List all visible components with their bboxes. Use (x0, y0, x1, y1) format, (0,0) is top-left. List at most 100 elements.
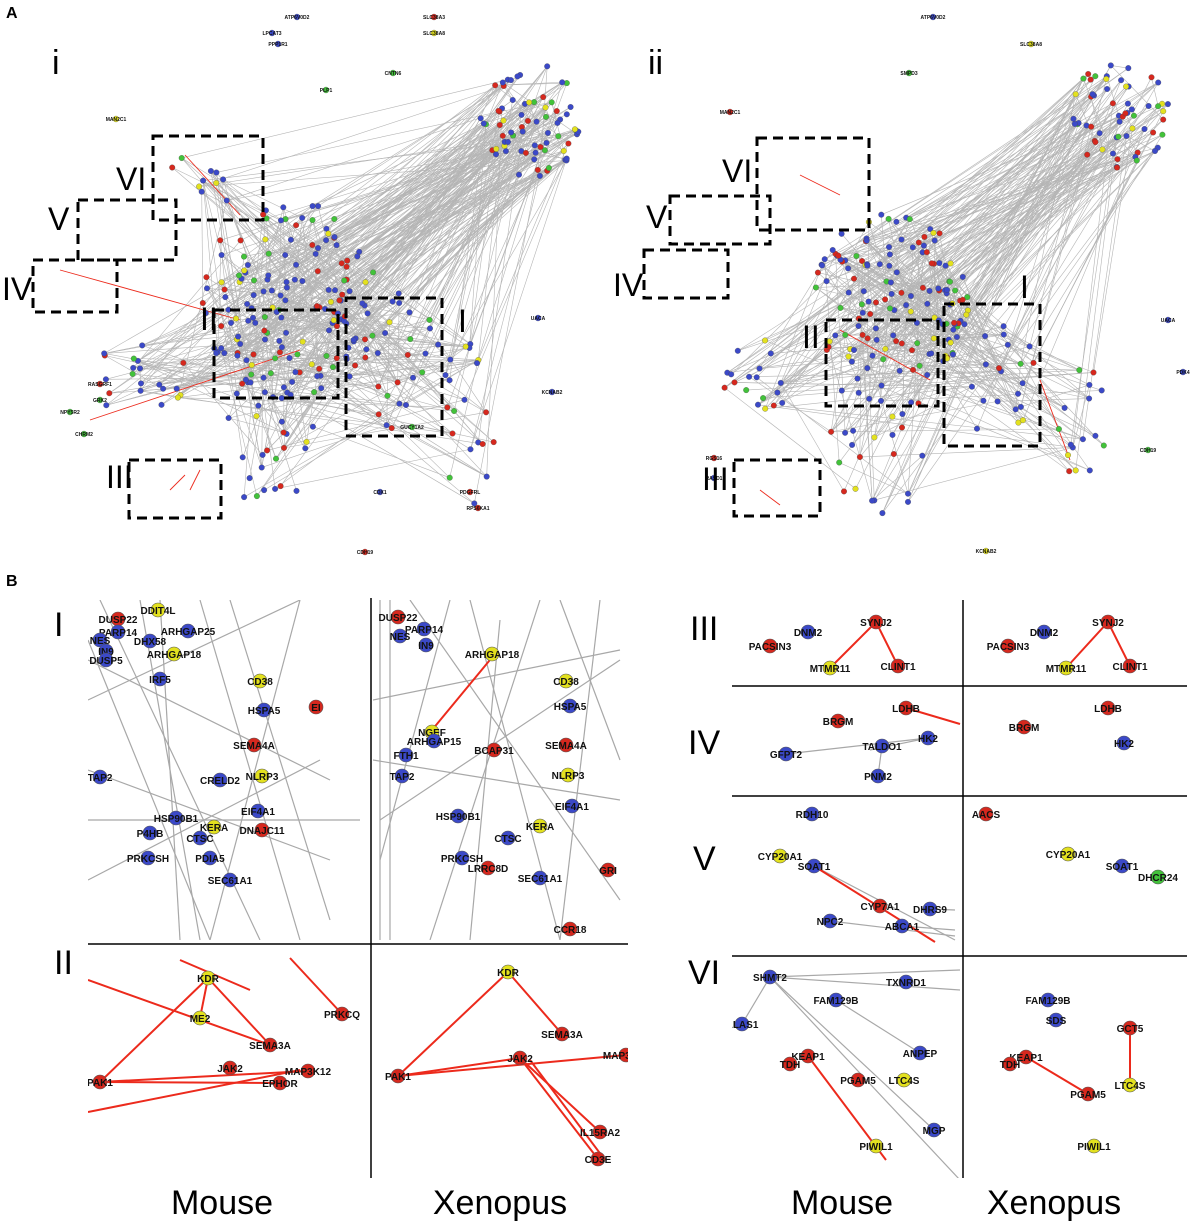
overview-node (258, 464, 265, 471)
node-ltc4s: LTC4S (889, 1072, 920, 1088)
overview-node (947, 339, 954, 346)
overview-edge (386, 322, 390, 426)
overview-node (223, 197, 230, 204)
overview-node (330, 364, 336, 371)
overview-node (928, 260, 935, 267)
overview-edge (247, 264, 350, 292)
overview-edge (841, 261, 909, 494)
overview-node (130, 364, 137, 371)
overview-node (1118, 77, 1125, 84)
overview-edge (945, 78, 1084, 266)
overview-edge (449, 124, 487, 381)
node-mtmr11: MTMR11 (810, 660, 851, 676)
overview-node (1015, 390, 1021, 397)
node-jak2: JAK2 (217, 1060, 243, 1076)
node-label: SYNJ2 (860, 618, 892, 629)
overview-node (278, 418, 285, 425)
node-sec61a1: SEC61A1 (518, 870, 563, 886)
isolated-node: RGS16 (706, 454, 722, 462)
overview-node (886, 244, 892, 250)
overview-node (449, 430, 456, 437)
overview-edge (177, 200, 227, 398)
overview-node (282, 297, 289, 304)
node-pacsin3: PACSIN3 (987, 638, 1030, 654)
overview-edge (274, 343, 471, 490)
overview-node (924, 371, 931, 378)
overview-node (996, 365, 1002, 372)
overview-node (534, 166, 541, 173)
overview-edges (59, 66, 579, 504)
isolated-node: CDH19 (357, 548, 373, 556)
node-tdh: TDH (780, 1056, 800, 1072)
node-hk2: HK2 (1114, 735, 1134, 751)
overview-node (770, 402, 777, 409)
node-ctsc: CTSC (186, 830, 214, 846)
isolated-node-label: RPS6KA1 (466, 506, 489, 512)
node-label: GCT5 (1117, 1024, 1144, 1035)
overview-node (1071, 120, 1078, 127)
overview-node (218, 345, 225, 352)
node-pgam5: PGAM5 (840, 1072, 876, 1088)
overview-edge (362, 160, 567, 304)
node-label: ALAS1 (726, 1020, 759, 1031)
overview-node (855, 389, 862, 396)
node-dusp5: DUSP5 (89, 652, 123, 668)
node-label: GFPT2 (770, 750, 803, 761)
node-label: CD38 (553, 677, 579, 688)
overview-node (241, 267, 248, 274)
section-label-iii: III (690, 610, 718, 648)
overview-node (262, 236, 269, 243)
overview-node (890, 332, 897, 339)
overview-node (841, 488, 847, 495)
overview-edge (1022, 128, 1145, 421)
overview-node (291, 276, 298, 283)
edge (429, 600, 541, 940)
overview-node (959, 273, 966, 280)
overview-node (277, 292, 284, 299)
overview-edge (831, 428, 1059, 433)
node-sema4a: SEMA4A (545, 737, 587, 753)
overview-edge (748, 376, 832, 433)
overview-node (777, 379, 784, 386)
overview-node (331, 216, 338, 222)
panel-b-letter: B (6, 573, 18, 590)
node-cd3e: CD3E (585, 1151, 612, 1167)
overview-node (514, 73, 521, 80)
overview-edge (237, 122, 558, 354)
overview-edge (429, 328, 487, 413)
overview-edge (140, 390, 483, 445)
node-anpep: ANPEP (903, 1045, 938, 1061)
overview-edge (449, 359, 479, 478)
overview-node (309, 203, 316, 210)
overview-node (1115, 133, 1122, 140)
edge (409, 600, 621, 901)
node-circle (912, 1045, 928, 1061)
node-label: MAP3K12 (603, 1051, 650, 1062)
overview-node (563, 155, 570, 162)
overview-node (746, 373, 753, 380)
overview-edge (251, 150, 564, 375)
overview-edge (893, 79, 1091, 336)
node-label: CD3E (585, 1155, 612, 1166)
node-circle (200, 970, 216, 986)
overview-node (1030, 359, 1037, 366)
overview-node (734, 347, 741, 354)
species-label-xenopus-right: Xenopus (987, 1184, 1121, 1222)
node-circle (1080, 1086, 1096, 1102)
node-clint1: CLINT1 (1113, 658, 1148, 674)
node-dusp22: DUSP22 (379, 609, 418, 625)
node-circle (920, 730, 936, 746)
node-circle (500, 964, 516, 980)
overview-edge (724, 251, 927, 388)
overview-node (396, 400, 403, 407)
overview-edge (206, 277, 277, 459)
label-vi-i: VI (116, 161, 146, 197)
node-circle (390, 609, 406, 625)
overview-node (951, 319, 958, 326)
subnetwork-iv-xenopus: LDHB BRGM HK2 (1009, 700, 1134, 751)
node-dhx58: DHX58 (134, 633, 167, 649)
node-kdr: KDR (197, 970, 220, 986)
node-circle (152, 671, 168, 687)
overview-edge (907, 123, 1076, 503)
overview-edge (287, 392, 475, 504)
